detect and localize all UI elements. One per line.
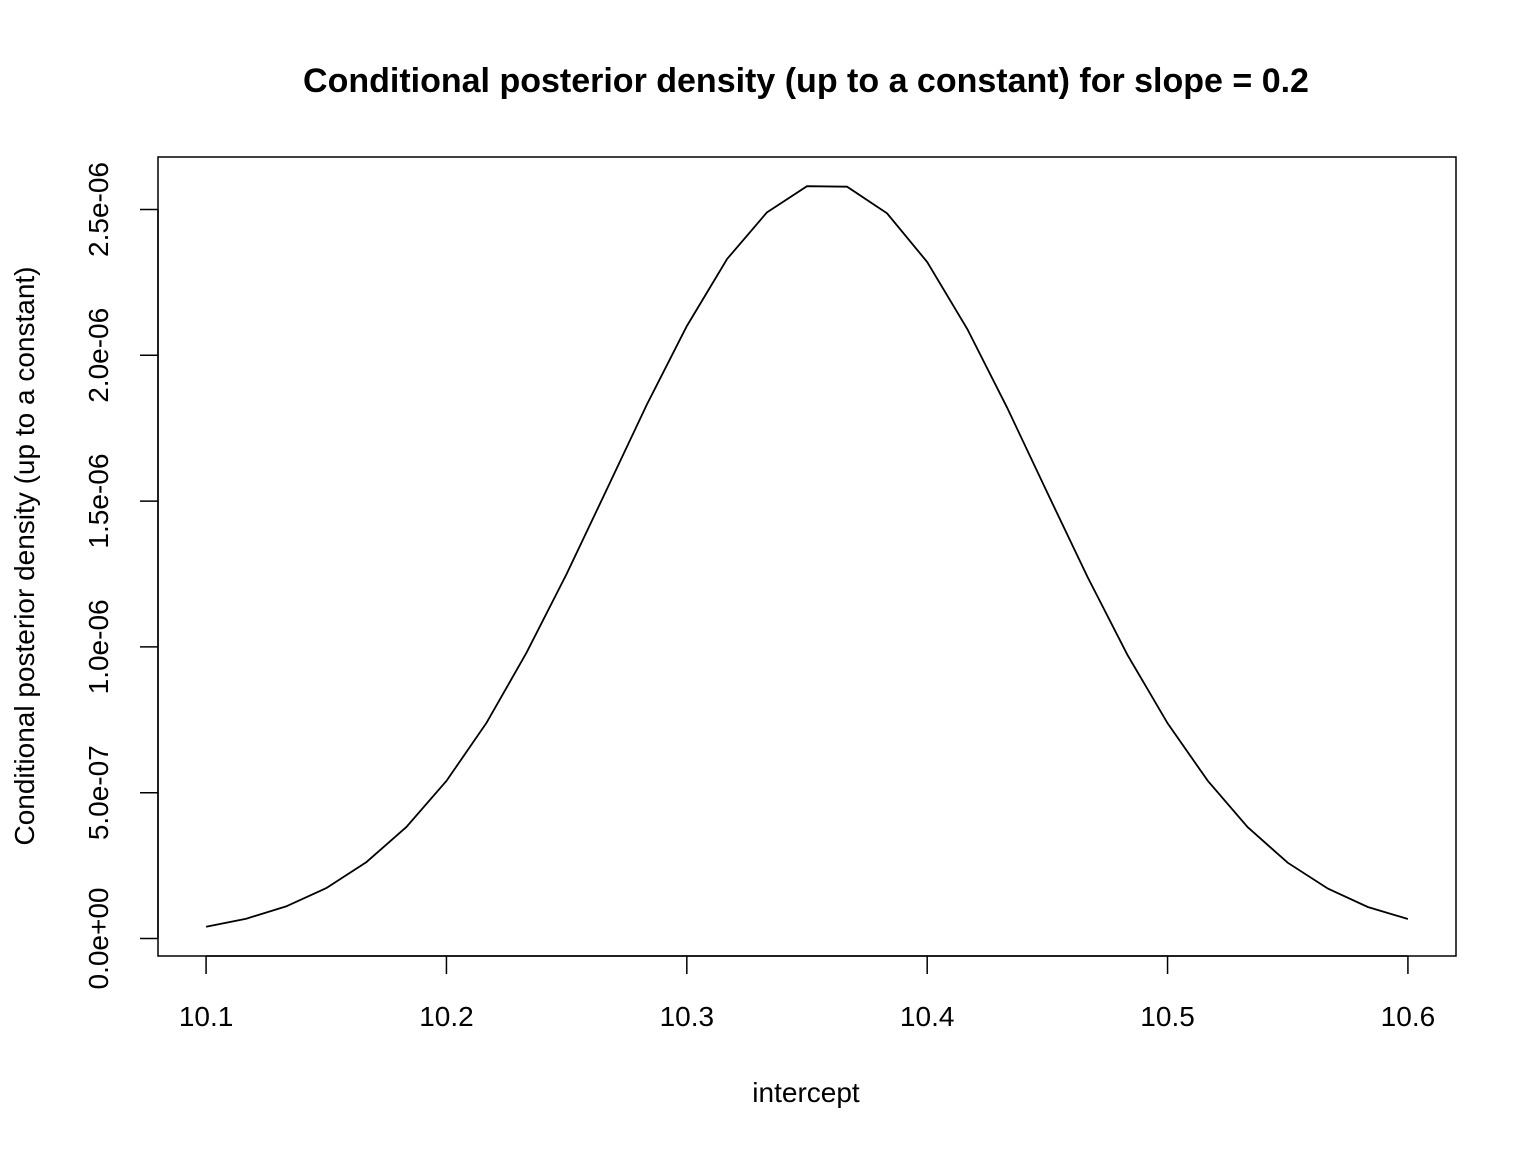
x-tick-label: 10.6: [1381, 1001, 1436, 1032]
x-tick-label: 10.1: [179, 1001, 234, 1032]
x-axis: 10.1 10.2 10.3 10.4 10.5 10.6: [179, 955, 1436, 1032]
x-axis-label: intercept: [752, 1077, 860, 1108]
plot-frame: [157, 156, 1457, 957]
y-axis-label: Conditional posterior density (up to a c…: [9, 267, 40, 846]
density-line: [205, 185, 1409, 928]
x-tick-label: 10.2: [419, 1001, 474, 1032]
x-tick-label: 10.3: [660, 1001, 715, 1032]
y-tick-label: 5.0e-07: [83, 745, 114, 840]
y-tick-label: 1.0e-06: [83, 599, 114, 694]
y-tick-label: 1.5e-06: [83, 454, 114, 549]
y-tick-label: 2.5e-06: [83, 162, 114, 257]
x-tick-label: 10.5: [1140, 1001, 1195, 1032]
x-tick-label: 10.4: [900, 1001, 955, 1032]
y-tick-label: 2.0e-06: [83, 308, 114, 403]
chart-title: Conditional posterior density (up to a c…: [303, 62, 1309, 100]
y-axis: 0.0e+00 5.0e-07 1.0e-06 1.5e-06 2.0e-06 2.5e-…: [83, 162, 159, 990]
y-tick-label: 0.0e+00: [83, 888, 114, 990]
